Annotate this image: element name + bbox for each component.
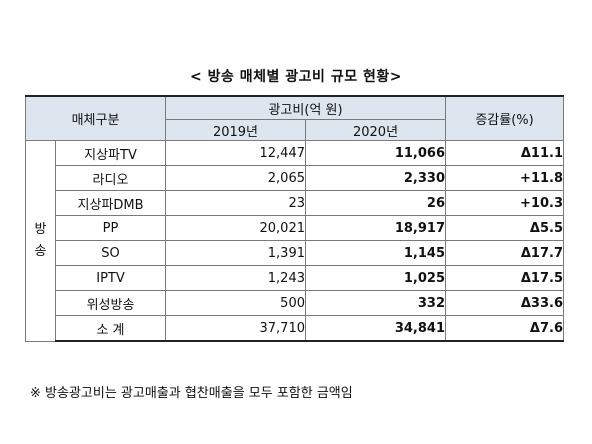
value-2019: 500 <box>165 290 306 316</box>
row-name: IPTV <box>55 265 166 291</box>
row-name: PP <box>55 215 166 241</box>
table-title: < 방송 매체별 광고비 규모 현황> <box>190 69 402 85</box>
table-row: 위성방송 500 332 Δ33.6 <box>26 290 565 316</box>
row-name: 지상파DMB <box>55 190 166 216</box>
footnote: ※ 방송광고비는 광고매출과 협찬매출을 모두 포함한 금액임 <box>30 386 353 401</box>
change-rate: Δ5.5 <box>445 215 565 241</box>
row-name: SO <box>55 240 166 266</box>
change-rate: Δ7.6 <box>445 315 565 342</box>
value-2020: 26 <box>304 190 447 216</box>
value-2020: 332 <box>304 290 447 316</box>
change-rate: Δ17.7 <box>445 240 565 266</box>
change-rate: Δ11.1 <box>445 140 565 166</box>
row-name: 위성방송 <box>55 290 166 316</box>
table-row: SO 1,391 1,145 Δ17.7 <box>26 240 565 266</box>
value-2020: 2,330 <box>304 165 447 191</box>
row-name: 지상파TV <box>55 140 166 166</box>
table-row: PP 20,021 18,917 Δ5.5 <box>26 215 565 241</box>
change-rate: Δ33.6 <box>445 290 565 316</box>
change-rate: Δ17.5 <box>445 265 565 291</box>
header-rate: 증감률(%) <box>445 95 565 141</box>
value-2019: 1,391 <box>165 240 306 266</box>
table-row-subtotal: 소 계 37,710 34,841 Δ7.6 <box>26 315 565 342</box>
value-2019: 23 <box>165 190 306 216</box>
change-rate: +10.3 <box>445 190 565 216</box>
value-2019: 2,065 <box>165 165 306 191</box>
value-2019: 1,243 <box>165 265 306 291</box>
value-2020: 1,145 <box>304 240 447 266</box>
table-row: IPTV 1,243 1,025 Δ17.5 <box>26 265 565 291</box>
row-name: 라디오 <box>55 165 166 191</box>
header-year-2020: 2020년 <box>304 119 447 141</box>
header-year-2019: 2019년 <box>165 119 306 141</box>
header-category: 매체구분 <box>25 95 166 141</box>
value-2020: 18,917 <box>304 215 447 241</box>
table-row: 라디오 2,065 2,330 +11.8 <box>26 165 565 191</box>
value-2020: 1,025 <box>304 265 447 291</box>
value-2019: 12,447 <box>165 140 306 166</box>
table-row: 지상파DMB 23 26 +10.3 <box>26 190 565 216</box>
row-name: 소 계 <box>55 315 166 342</box>
value-2020: 34,841 <box>304 315 447 342</box>
change-rate: +11.8 <box>445 165 565 191</box>
value-2020: 11,066 <box>304 140 447 166</box>
header-ad-cost: 광고비(억 원) <box>164 95 447 120</box>
value-2019: 20,021 <box>165 215 306 241</box>
value-2019: 37,710 <box>165 315 306 342</box>
